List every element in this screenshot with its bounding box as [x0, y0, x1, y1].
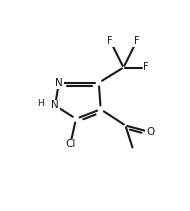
Text: N: N: [51, 100, 59, 111]
Text: F: F: [134, 36, 140, 46]
Text: F: F: [107, 36, 113, 46]
Text: Cl: Cl: [65, 139, 75, 149]
Text: F: F: [143, 62, 149, 73]
Text: H: H: [37, 99, 44, 108]
Text: N: N: [55, 78, 63, 88]
Text: O: O: [146, 127, 154, 137]
